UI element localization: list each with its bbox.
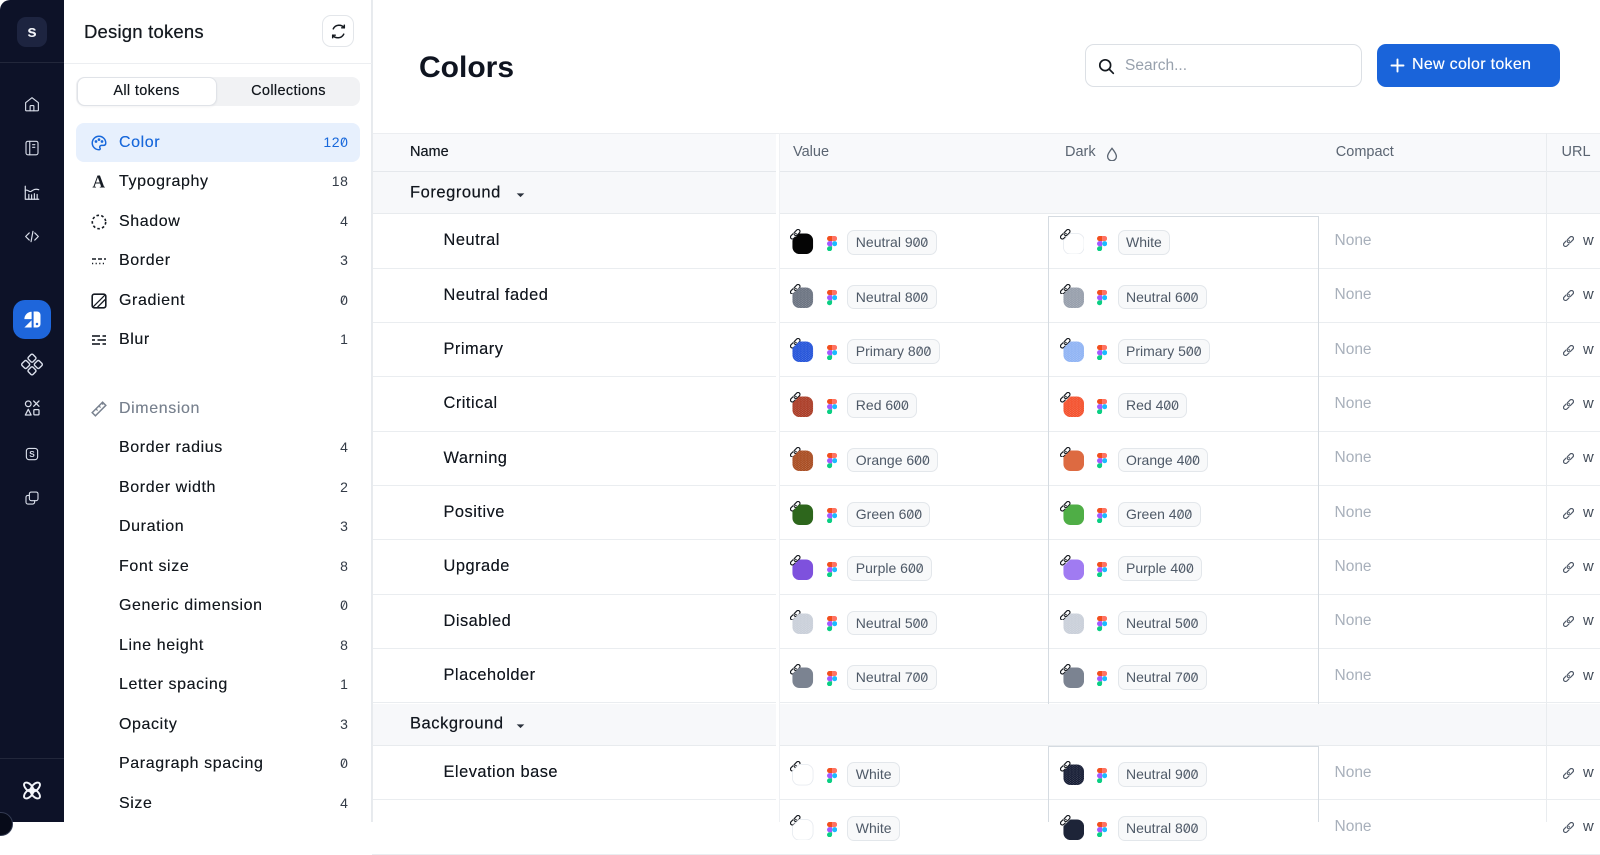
svg-text:S: S	[29, 450, 35, 459]
svg-text:A: A	[92, 173, 105, 191]
